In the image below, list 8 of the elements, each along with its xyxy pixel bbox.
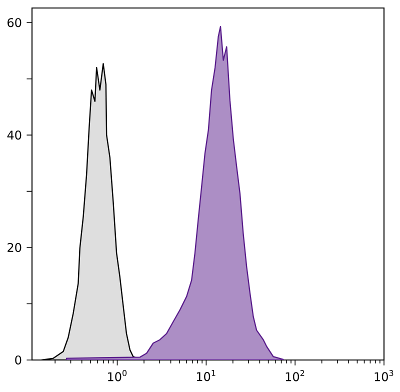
x-tick-label: 10$^{2}$ [286, 370, 304, 382]
x-tick-label: 10$^{0}$ [108, 370, 127, 382]
y-tick-label: 60 [8, 18, 22, 28]
y-tick-label: 40 [7, 130, 22, 140]
x-tick-label: 10$^{1}$ [196, 370, 216, 382]
x-tick-label: 10$^{3}$ [374, 370, 394, 382]
y-tick-label: 0 [15, 355, 22, 365]
y-tick-label: 20 [8, 242, 22, 252]
